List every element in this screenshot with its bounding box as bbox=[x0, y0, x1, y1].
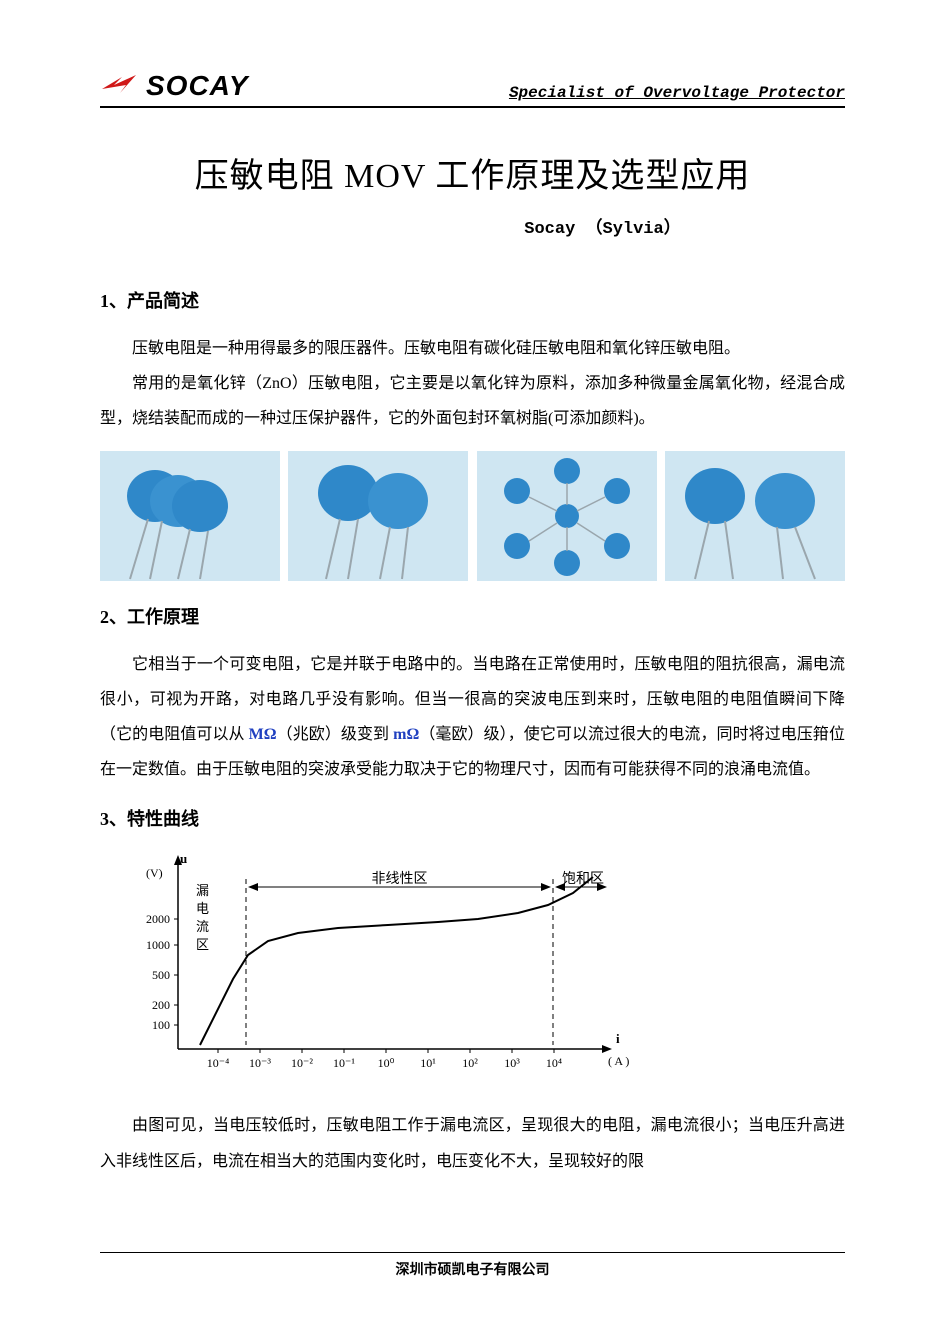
logo-mark-icon bbox=[100, 71, 140, 101]
logo: SOCAY bbox=[100, 70, 249, 102]
svg-text:10¹: 10¹ bbox=[420, 1056, 436, 1070]
section-3-heading: 3、特性曲线 bbox=[100, 805, 845, 831]
svg-text:非线性区: 非线性区 bbox=[372, 871, 428, 887]
page-footer: 深圳市硕凯电子有限公司 bbox=[0, 1252, 945, 1279]
characteristic-curve-chart: u (V) i ( A ) 100 200 500 1000 2000 10⁻⁴ 10⁻³ 10⁻² 1… bbox=[130, 849, 845, 1084]
svg-text:10³: 10³ bbox=[504, 1056, 520, 1070]
mov-image-2 bbox=[288, 451, 468, 581]
svg-text:u: u bbox=[180, 851, 187, 866]
mov-image-3 bbox=[477, 451, 657, 581]
svg-text:10⁰: 10⁰ bbox=[378, 1056, 395, 1070]
svg-text:1000: 1000 bbox=[146, 938, 170, 952]
svg-text:10⁴: 10⁴ bbox=[546, 1056, 562, 1070]
svg-text:200: 200 bbox=[152, 998, 170, 1012]
svg-text:500: 500 bbox=[152, 968, 170, 982]
section-1-p2: 常用的是氧化锌（ZnO）压敏电阻，它主要是以氧化锌为原料，添加多种微量金属氧化物… bbox=[100, 366, 845, 436]
s2-b: MΩ bbox=[249, 726, 277, 743]
chart-svg: u (V) i ( A ) 100 200 500 1000 2000 10⁻⁴ 10⁻³ 10⁻² 1… bbox=[130, 849, 630, 1079]
svg-text:10⁻¹: 10⁻¹ bbox=[333, 1056, 355, 1070]
svg-text:电: 电 bbox=[196, 901, 209, 916]
svg-text:漏: 漏 bbox=[196, 883, 209, 898]
svg-text:(V): (V) bbox=[146, 866, 163, 880]
header-tagline: Specialist of Overvoltage Protector bbox=[509, 84, 845, 102]
svg-text:流: 流 bbox=[196, 919, 209, 934]
mov-image-row bbox=[100, 451, 845, 581]
page-header: SOCAY Specialist of Overvoltage Protecto… bbox=[100, 70, 845, 108]
svg-text:10²: 10² bbox=[462, 1056, 478, 1070]
document-title: 压敏电阻 MOV 工作原理及选型应用 bbox=[100, 148, 845, 197]
svg-text:i: i bbox=[616, 1031, 620, 1046]
s2-c: （兆欧）级变到 bbox=[277, 726, 394, 743]
byline: Socay （Sylvia） bbox=[100, 213, 845, 239]
svg-text:2000: 2000 bbox=[146, 912, 170, 926]
logo-text: SOCAY bbox=[146, 70, 249, 102]
section-1-heading: 1、产品简述 bbox=[100, 287, 845, 313]
s2-d: mΩ bbox=[393, 726, 419, 743]
svg-text:10⁻⁴: 10⁻⁴ bbox=[207, 1056, 230, 1070]
svg-text:区: 区 bbox=[196, 937, 209, 952]
footer-rule bbox=[100, 1252, 845, 1253]
svg-text:10⁻³: 10⁻³ bbox=[249, 1056, 271, 1070]
mov-image-1 bbox=[100, 451, 280, 581]
section-2-p1: 它相当于一个可变电阻，它是并联于电路中的。当电路在正常使用时，压敏电阻的阻抗很高… bbox=[100, 647, 845, 788]
mov-image-4 bbox=[665, 451, 845, 581]
section-1-p1: 压敏电阻是一种用得最多的限压器件。压敏电阻有碳化硅压敏电阻和氧化锌压敏电阻。 bbox=[100, 331, 845, 366]
section-3-p1: 由图可见，当电压较低时，压敏电阻工作于漏电流区，呈现很大的电阻，漏电流很小；当电… bbox=[100, 1108, 845, 1178]
section-2-heading: 2、工作原理 bbox=[100, 603, 845, 629]
svg-text:100: 100 bbox=[152, 1018, 170, 1032]
document-page: SOCAY Specialist of Overvoltage Protecto… bbox=[0, 0, 945, 1337]
footer-text: 深圳市硕凯电子有限公司 bbox=[396, 1263, 550, 1278]
svg-text:10⁻²: 10⁻² bbox=[291, 1056, 313, 1070]
svg-text:( A ): ( A ) bbox=[608, 1054, 629, 1068]
